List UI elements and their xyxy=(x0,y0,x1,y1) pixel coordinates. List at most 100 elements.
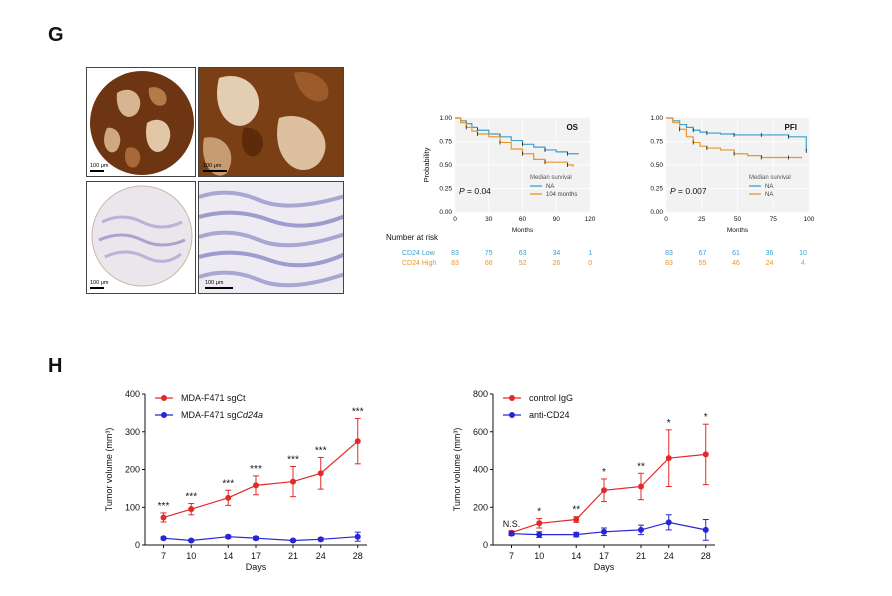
data-point xyxy=(508,530,515,537)
km-curve-series-1 xyxy=(455,117,574,167)
data-point xyxy=(702,526,709,533)
series-line-0 xyxy=(163,440,359,519)
y-tick-label: 0.25 xyxy=(439,186,452,193)
data-point xyxy=(702,451,709,458)
km-chart-pfi: 0.00 0.25 0.50 0.75 1.00 0 25 50 75 100 PFI Months P… xyxy=(650,115,814,267)
x-tick-label: 14 xyxy=(571,551,581,561)
data-point xyxy=(354,533,361,540)
significance-label: *** xyxy=(315,445,327,456)
significance-label: *** xyxy=(185,491,197,502)
x-tick-label: 21 xyxy=(636,551,646,561)
data-point xyxy=(601,487,607,494)
risk-count: 24 xyxy=(766,260,774,267)
ihc-low-core-image: 100 μm xyxy=(86,181,196,294)
data-point xyxy=(160,535,167,542)
scale-bar: 100 μm xyxy=(205,280,233,289)
legend-title: Median survival xyxy=(530,175,572,181)
risk-count: 83 xyxy=(665,260,673,267)
x-tick-label: 25 xyxy=(698,216,706,223)
x-axis-label: Days xyxy=(594,562,615,572)
risk-count: 66 xyxy=(485,260,493,267)
y-tick-label: 200 xyxy=(125,465,140,475)
data-point xyxy=(638,526,644,533)
x-tick-label: 24 xyxy=(664,551,674,561)
y-tick-label: 800 xyxy=(473,389,488,399)
x-tick-label: 21 xyxy=(288,551,298,561)
data-point xyxy=(665,455,672,462)
risk-count: 61 xyxy=(732,250,740,257)
legend-marker xyxy=(161,412,167,418)
data-point xyxy=(536,531,543,538)
p-value: P = 0.007 xyxy=(670,186,707,196)
y-tick-label: 0 xyxy=(135,540,140,550)
x-tick-label: 75 xyxy=(770,216,778,223)
legend-label: NA xyxy=(765,184,773,190)
y-tick-label: 0.50 xyxy=(650,162,663,169)
significance-label: ** xyxy=(637,461,645,472)
y-tick-label: 1.00 xyxy=(439,115,452,122)
x-tick-label: 120 xyxy=(585,216,596,223)
p-value: P = 0.04 xyxy=(459,186,491,196)
legend-label: control IgG xyxy=(529,393,573,403)
x-tick-label: 30 xyxy=(485,216,493,223)
y-tick-label: 100 xyxy=(125,502,140,512)
x-tick-label: 90 xyxy=(553,216,561,223)
x-tick-label: 100 xyxy=(804,216,815,223)
km-curve-series-0 xyxy=(455,117,579,155)
x-tick-label: 50 xyxy=(734,216,742,223)
significance-label: *** xyxy=(352,407,364,418)
x-axis-label: Months xyxy=(512,227,534,234)
y-tick-label: 0.00 xyxy=(439,209,452,216)
legend-marker xyxy=(161,395,167,401)
data-point xyxy=(536,520,543,527)
data-point xyxy=(188,537,195,544)
data-point xyxy=(601,528,607,535)
data-point xyxy=(573,531,580,538)
risk-count: 0 xyxy=(588,260,592,267)
risk-count: 63 xyxy=(519,250,527,257)
x-tick-label: 10 xyxy=(534,551,544,561)
y-tick-label: 200 xyxy=(473,502,488,512)
data-point xyxy=(354,438,361,445)
scale-label: 100 μm xyxy=(203,163,222,169)
risk-count: 1 xyxy=(588,250,592,257)
chart-title: PFI xyxy=(785,123,797,132)
data-point xyxy=(573,516,580,523)
data-point xyxy=(188,506,195,513)
risk-count: 75 xyxy=(485,250,493,257)
x-tick-label: 0 xyxy=(453,216,457,223)
x-tick-label: 28 xyxy=(353,551,363,561)
significance-label: *** xyxy=(222,478,234,489)
scale-label: 100 μm xyxy=(90,163,109,169)
legend-marker xyxy=(509,412,515,418)
panel-label-h: H xyxy=(48,355,63,377)
y-axis-label: Probability xyxy=(422,147,431,182)
x-tick-label: 7 xyxy=(509,551,514,561)
y-tick-label: 0.75 xyxy=(650,139,663,146)
data-point xyxy=(160,514,167,521)
significance-label: * xyxy=(667,418,671,429)
x-tick-label: 10 xyxy=(186,551,196,561)
data-point xyxy=(665,519,672,526)
y-tick-label: 600 xyxy=(473,427,488,437)
risk-row-label: CD24 High xyxy=(402,260,436,267)
y-tick-label: 0.00 xyxy=(650,209,663,216)
data-point xyxy=(225,533,232,540)
risk-count: 46 xyxy=(732,260,740,267)
data-point xyxy=(225,494,232,501)
data-point xyxy=(290,478,296,485)
risk-count: 52 xyxy=(519,260,527,267)
data-point xyxy=(317,470,324,477)
ihc-low-zoom-image: 100 μm xyxy=(198,181,344,294)
data-point xyxy=(253,535,259,542)
data-point xyxy=(317,536,324,543)
ihc-image-grid: 100 μm 100 μm 100 μm xyxy=(86,67,344,294)
y-tick-label: 0.25 xyxy=(650,186,663,193)
scale-bar: 100 μm xyxy=(90,280,108,289)
risk-count: 83 xyxy=(451,260,459,267)
significance-label: ** xyxy=(572,505,580,516)
legend-label: 104 months xyxy=(546,192,577,198)
data-point xyxy=(290,537,296,544)
x-tick-label: 0 xyxy=(664,216,668,223)
x-tick-label: 17 xyxy=(599,551,609,561)
